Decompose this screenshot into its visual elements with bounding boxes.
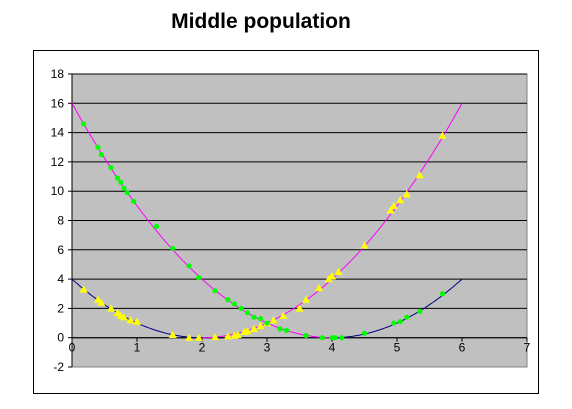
- triangle-point: [194, 333, 203, 341]
- x-tick-label-7: 7: [524, 341, 531, 355]
- circle-point: [319, 335, 325, 341]
- y-tick-label-16: 16: [51, 96, 65, 110]
- triangle-point: [243, 327, 252, 335]
- circle-point: [339, 335, 345, 341]
- circle-point: [283, 327, 290, 333]
- chart-title: Middle population: [171, 10, 351, 33]
- circle-point: [391, 320, 397, 326]
- circle-point: [257, 316, 264, 322]
- circle-point: [231, 301, 238, 307]
- x-tick-label-6: 6: [459, 341, 466, 355]
- circle-point: [244, 310, 251, 316]
- triangle-point: [107, 304, 115, 312]
- triangle-point: [315, 283, 323, 292]
- triangle-point: [295, 304, 304, 312]
- x-tick-label-1: 1: [134, 341, 141, 355]
- circle-point: [397, 318, 403, 325]
- triangle-point: [133, 317, 141, 325]
- circle-point: [153, 223, 160, 229]
- circle-point: [404, 314, 410, 320]
- triangle-point: [360, 241, 369, 249]
- triangle-point: [185, 333, 193, 341]
- circle-point: [121, 185, 127, 191]
- triangle-point: [79, 285, 88, 293]
- circle-point: [238, 305, 244, 311]
- y-tick-label-18: 18: [51, 67, 65, 81]
- curve-1-segment-1: [332, 278, 463, 339]
- x-tick-label-0: 0: [69, 341, 76, 355]
- y-tick-label-8: 8: [57, 214, 64, 228]
- circle-point: [303, 332, 309, 339]
- triangle-point: [302, 295, 310, 303]
- triangle-point: [415, 171, 424, 179]
- circle-point: [417, 308, 423, 314]
- triangle-point: [224, 332, 232, 340]
- circle-point: [212, 288, 218, 294]
- triangle-point: [389, 201, 398, 210]
- circle-point: [81, 121, 87, 127]
- circle-point: [108, 165, 114, 171]
- x-tick-label-2: 2: [199, 341, 206, 355]
- circle-point: [264, 320, 270, 326]
- circle-point: [114, 175, 121, 181]
- circle-point: [186, 263, 192, 269]
- triangle-point: [97, 298, 106, 306]
- y-tick-label--2: -2: [53, 360, 64, 374]
- circle-point: [118, 179, 124, 186]
- triangle-point: [328, 272, 336, 280]
- circle-point: [439, 291, 446, 297]
- x-tick-label-3: 3: [264, 341, 271, 355]
- axes: [68, 73, 528, 368]
- triangle-point: [256, 321, 265, 330]
- y-tick-label-4: 4: [57, 272, 64, 286]
- y-tick-label-14: 14: [51, 126, 65, 140]
- x-tick-label-5: 5: [394, 341, 401, 355]
- y-tick-label-2: 2: [57, 301, 64, 315]
- triangle-point: [334, 267, 343, 275]
- triangle-point: [269, 316, 278, 324]
- circle-point: [332, 335, 338, 341]
- chart-frame: 0 1 2 3 4 5 6 7 -2 0 2 4 6 8 10 12 14 16 18: [33, 50, 539, 394]
- triangle-point: [402, 190, 411, 198]
- circle-point: [361, 330, 368, 336]
- y-tick-label-0: 0: [57, 331, 64, 345]
- x-tick-label-4: 4: [329, 341, 336, 355]
- circle-point: [196, 275, 202, 281]
- circle-point: [225, 297, 231, 303]
- triangle-point: [279, 311, 288, 319]
- y-tick-label-10: 10: [51, 184, 65, 198]
- circle-point: [277, 326, 283, 332]
- circle-point: [170, 245, 176, 251]
- triangle-point: [126, 316, 135, 324]
- triangle-point: [386, 206, 395, 214]
- triangle-point: [168, 330, 177, 338]
- circle-point: [251, 314, 257, 320]
- circle-point: [124, 190, 130, 196]
- triangle-point: [211, 332, 219, 341]
- triangle-point: [120, 313, 128, 321]
- y-tick-label-6: 6: [57, 243, 64, 257]
- triangle-point: [250, 324, 258, 333]
- triangle-point: [438, 131, 447, 139]
- circle-point: [95, 144, 101, 150]
- circle-point: [98, 151, 104, 158]
- y-tick-label-12: 12: [51, 155, 65, 169]
- circle-point: [131, 198, 137, 205]
- markers: [79, 121, 447, 341]
- triangle-point: [396, 195, 405, 204]
- triangle-point: [233, 330, 242, 338]
